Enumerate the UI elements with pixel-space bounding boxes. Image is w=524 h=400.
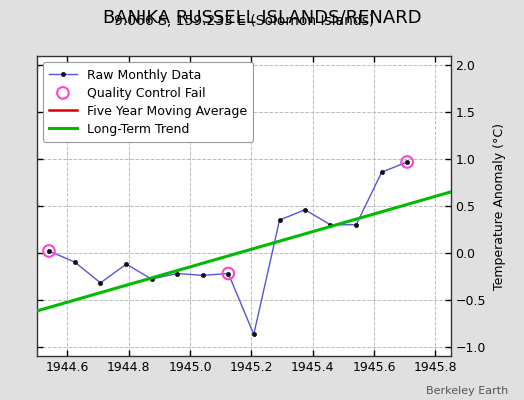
Y-axis label: Temperature Anomaly (°C): Temperature Anomaly (°C): [493, 122, 506, 290]
Raw Monthly Data: [378, 170, 385, 175]
Raw Monthly Data: [200, 273, 206, 278]
Raw Monthly Data: [72, 260, 78, 265]
Raw Monthly Data: [46, 248, 52, 254]
Legend: Raw Monthly Data, Quality Control Fail, Five Year Moving Average, Long-Term Tren: Raw Monthly Data, Quality Control Fail, …: [43, 62, 253, 142]
Quality Control Fail: [224, 270, 233, 277]
Text: BANIKA RUSSELL ISLANDS/RENARD: BANIKA RUSSELL ISLANDS/RENARD: [103, 8, 421, 26]
Raw Monthly Data: [353, 222, 359, 227]
Raw Monthly Data: [148, 277, 155, 282]
Raw Monthly Data: [328, 222, 334, 227]
Line: Raw Monthly Data: Raw Monthly Data: [47, 160, 409, 336]
Raw Monthly Data: [225, 271, 232, 276]
Raw Monthly Data: [302, 207, 308, 212]
Raw Monthly Data: [276, 218, 282, 222]
Raw Monthly Data: [97, 280, 104, 285]
Raw Monthly Data: [123, 262, 129, 266]
Raw Monthly Data: [174, 271, 180, 276]
Title: 9.066 S, 159.233 E (Solomon Islands): 9.066 S, 159.233 E (Solomon Islands): [114, 14, 374, 28]
Text: Berkeley Earth: Berkeley Earth: [426, 386, 508, 396]
Quality Control Fail: [403, 159, 411, 165]
Raw Monthly Data: [404, 160, 410, 164]
Raw Monthly Data: [250, 332, 257, 337]
Quality Control Fail: [45, 248, 53, 254]
